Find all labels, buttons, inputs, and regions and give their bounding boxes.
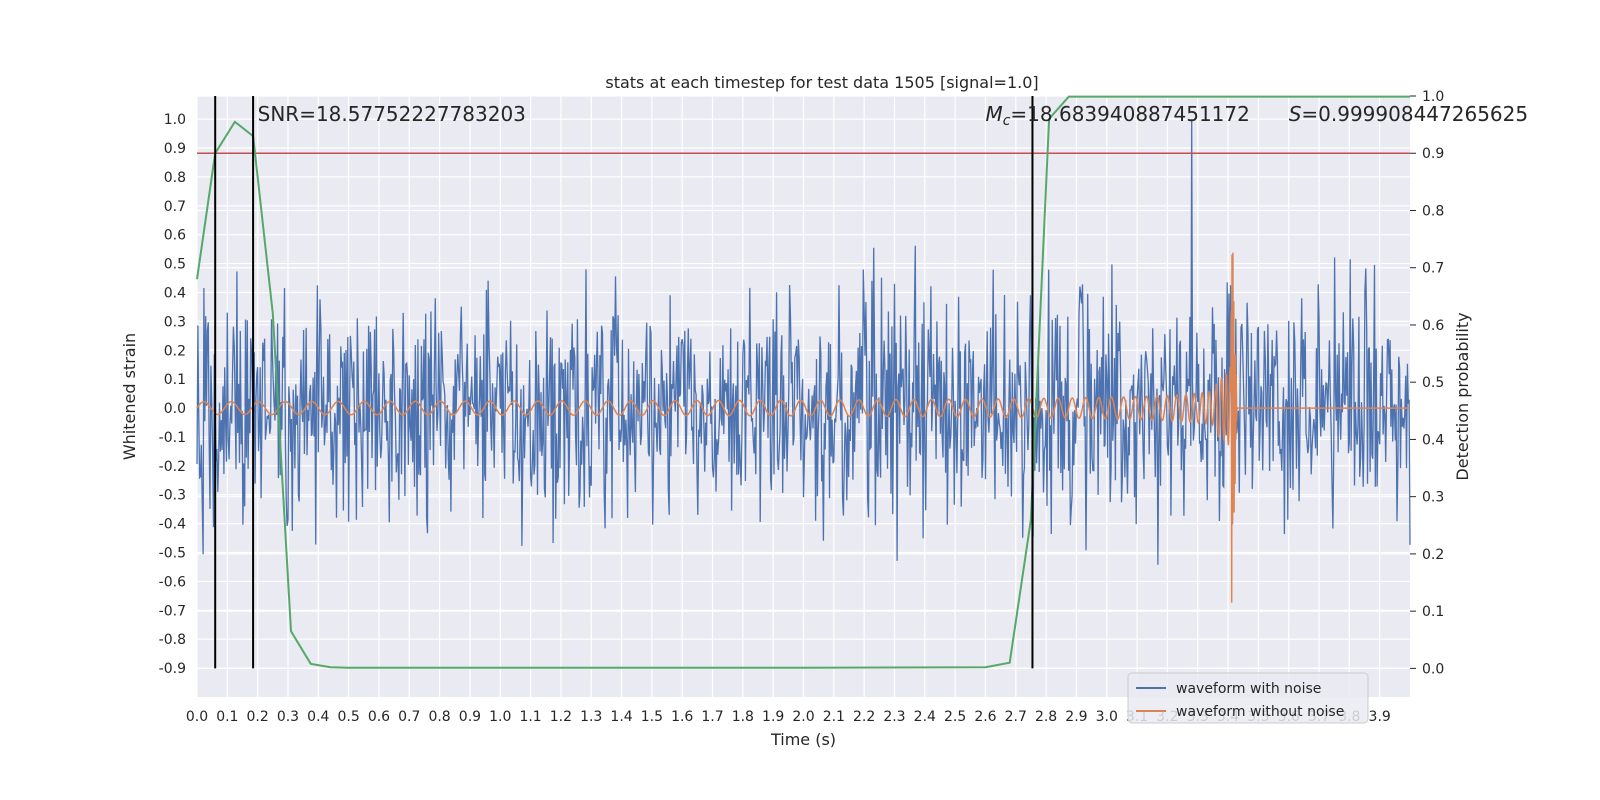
y-tick-label: -0.1 bbox=[159, 430, 186, 446]
x-tick-label: 1.2 bbox=[550, 709, 572, 725]
x-tick-label: 2.1 bbox=[823, 709, 845, 725]
y2-tick-label: 0.3 bbox=[1422, 490, 1444, 506]
y-tick-label: 0.6 bbox=[164, 228, 186, 244]
y-tick-label: -0.7 bbox=[159, 603, 186, 619]
x-tick-label: 3.0 bbox=[1096, 709, 1118, 725]
x-tick-label: 1.4 bbox=[610, 709, 632, 725]
y-tick-label: 0.3 bbox=[164, 314, 186, 330]
legend-box bbox=[1127, 672, 1369, 724]
y-tick-label: 0.5 bbox=[164, 257, 186, 273]
x-tick-label: 0.3 bbox=[277, 709, 299, 725]
y-tick-label: 0.1 bbox=[164, 372, 186, 388]
x-tick-label: 0.4 bbox=[307, 709, 329, 725]
x-tick-label: 2.7 bbox=[1005, 709, 1027, 725]
x-axis-label: Time (s) bbox=[770, 730, 836, 749]
chirp-mass-annotation: Mc=18.683940887451172 bbox=[985, 102, 1249, 129]
y-tick-label: 0.4 bbox=[164, 285, 186, 301]
y-tick-label: 0.2 bbox=[164, 343, 186, 359]
y-tick-label: -0.5 bbox=[159, 546, 186, 562]
y2-tick-label: 0.9 bbox=[1422, 146, 1444, 162]
y2-tick-label: 0.0 bbox=[1422, 661, 1444, 677]
y2-tick-label: 0.7 bbox=[1422, 261, 1444, 277]
y2-axis-label: Detection probability bbox=[1453, 312, 1472, 480]
x-tick-label: 1.1 bbox=[519, 709, 541, 725]
legend: waveform with noise waveform without nois… bbox=[1127, 672, 1369, 724]
y2-tick-label: 1.0 bbox=[1422, 89, 1444, 105]
x-tick-label: 0.2 bbox=[247, 709, 269, 725]
x-tick-label: 1.8 bbox=[732, 709, 754, 725]
y-tick-label: -0.8 bbox=[159, 632, 186, 648]
y2-tick-label: 0.5 bbox=[1422, 375, 1444, 391]
y-tick-label: 0.7 bbox=[164, 199, 186, 215]
y2-tick-label: 0.6 bbox=[1422, 318, 1444, 334]
x-tick-label: 2.0 bbox=[792, 709, 814, 725]
x-tick-label: 1.3 bbox=[580, 709, 602, 725]
plot-content bbox=[196, 95, 1411, 669]
y-tick-label: -0.3 bbox=[159, 488, 186, 504]
snr-annotation: SNR=18.57752227783203 bbox=[258, 102, 526, 126]
x-tick-label: 1.6 bbox=[671, 709, 693, 725]
y2-tick-label: 0.1 bbox=[1422, 604, 1444, 620]
x-tick-label: 0.0 bbox=[186, 709, 208, 725]
legend-label: waveform without noise bbox=[1176, 704, 1344, 720]
y-tick-label: 1.0 bbox=[164, 112, 186, 128]
s-value: =0.999908447265625 bbox=[1301, 102, 1528, 126]
x-tick-label: 0.1 bbox=[216, 709, 238, 725]
y-tick-label: 0.0 bbox=[164, 401, 186, 417]
mc-value: =18.683940887451172 bbox=[1010, 102, 1249, 126]
x-tick-label: 3.9 bbox=[1369, 709, 1391, 725]
x-tick-label: 1.7 bbox=[701, 709, 723, 725]
y-axis-label: Whitened strain bbox=[120, 333, 139, 460]
x-tick-label: 1.9 bbox=[762, 709, 784, 725]
x-tick-label: 2.4 bbox=[914, 709, 936, 725]
x-tick-label: 2.8 bbox=[1035, 709, 1057, 725]
x-tick-label: 0.9 bbox=[459, 709, 481, 725]
x-tick-label: 2.5 bbox=[944, 709, 966, 725]
clean-waveform-line bbox=[196, 252, 1410, 603]
x-tick-label: 2.3 bbox=[883, 709, 905, 725]
x-tick-label: 0.7 bbox=[398, 709, 420, 725]
x-tick-label: 0.6 bbox=[368, 709, 390, 725]
s-symbol: S bbox=[1289, 102, 1302, 126]
x-tick-label: 0.5 bbox=[337, 709, 359, 725]
y-tick-label: 0.9 bbox=[164, 141, 186, 157]
x-tick-label: 2.2 bbox=[853, 709, 875, 725]
x-tick-label: 1.0 bbox=[489, 709, 511, 725]
noisy-waveform-line bbox=[196, 119, 1411, 565]
y-tick-label: -0.2 bbox=[159, 459, 186, 475]
legend-label: waveform with noise bbox=[1176, 681, 1321, 697]
y-tick-label: 0.8 bbox=[164, 170, 186, 186]
y2-tick-label: 0.4 bbox=[1422, 432, 1444, 448]
y-tick-label: -0.6 bbox=[159, 574, 186, 590]
x-tick-label: 2.6 bbox=[974, 709, 996, 725]
y2-tick-label: 0.2 bbox=[1422, 547, 1444, 563]
mc-subscript: c bbox=[1003, 113, 1011, 129]
mc-symbol: M bbox=[985, 102, 1002, 126]
x-tick-label: 1.5 bbox=[641, 709, 663, 725]
y-tick-label: -0.4 bbox=[159, 517, 186, 533]
chart-title: stats at each timestep for test data 150… bbox=[605, 73, 1038, 92]
score-annotation: S=0.999908447265625 bbox=[1289, 102, 1528, 126]
x-tick-label: 0.8 bbox=[428, 709, 450, 725]
y-tick-label: -0.9 bbox=[159, 661, 186, 677]
x-tick-label: 2.9 bbox=[1065, 709, 1087, 725]
y2-tick-label: 0.8 bbox=[1422, 203, 1444, 219]
